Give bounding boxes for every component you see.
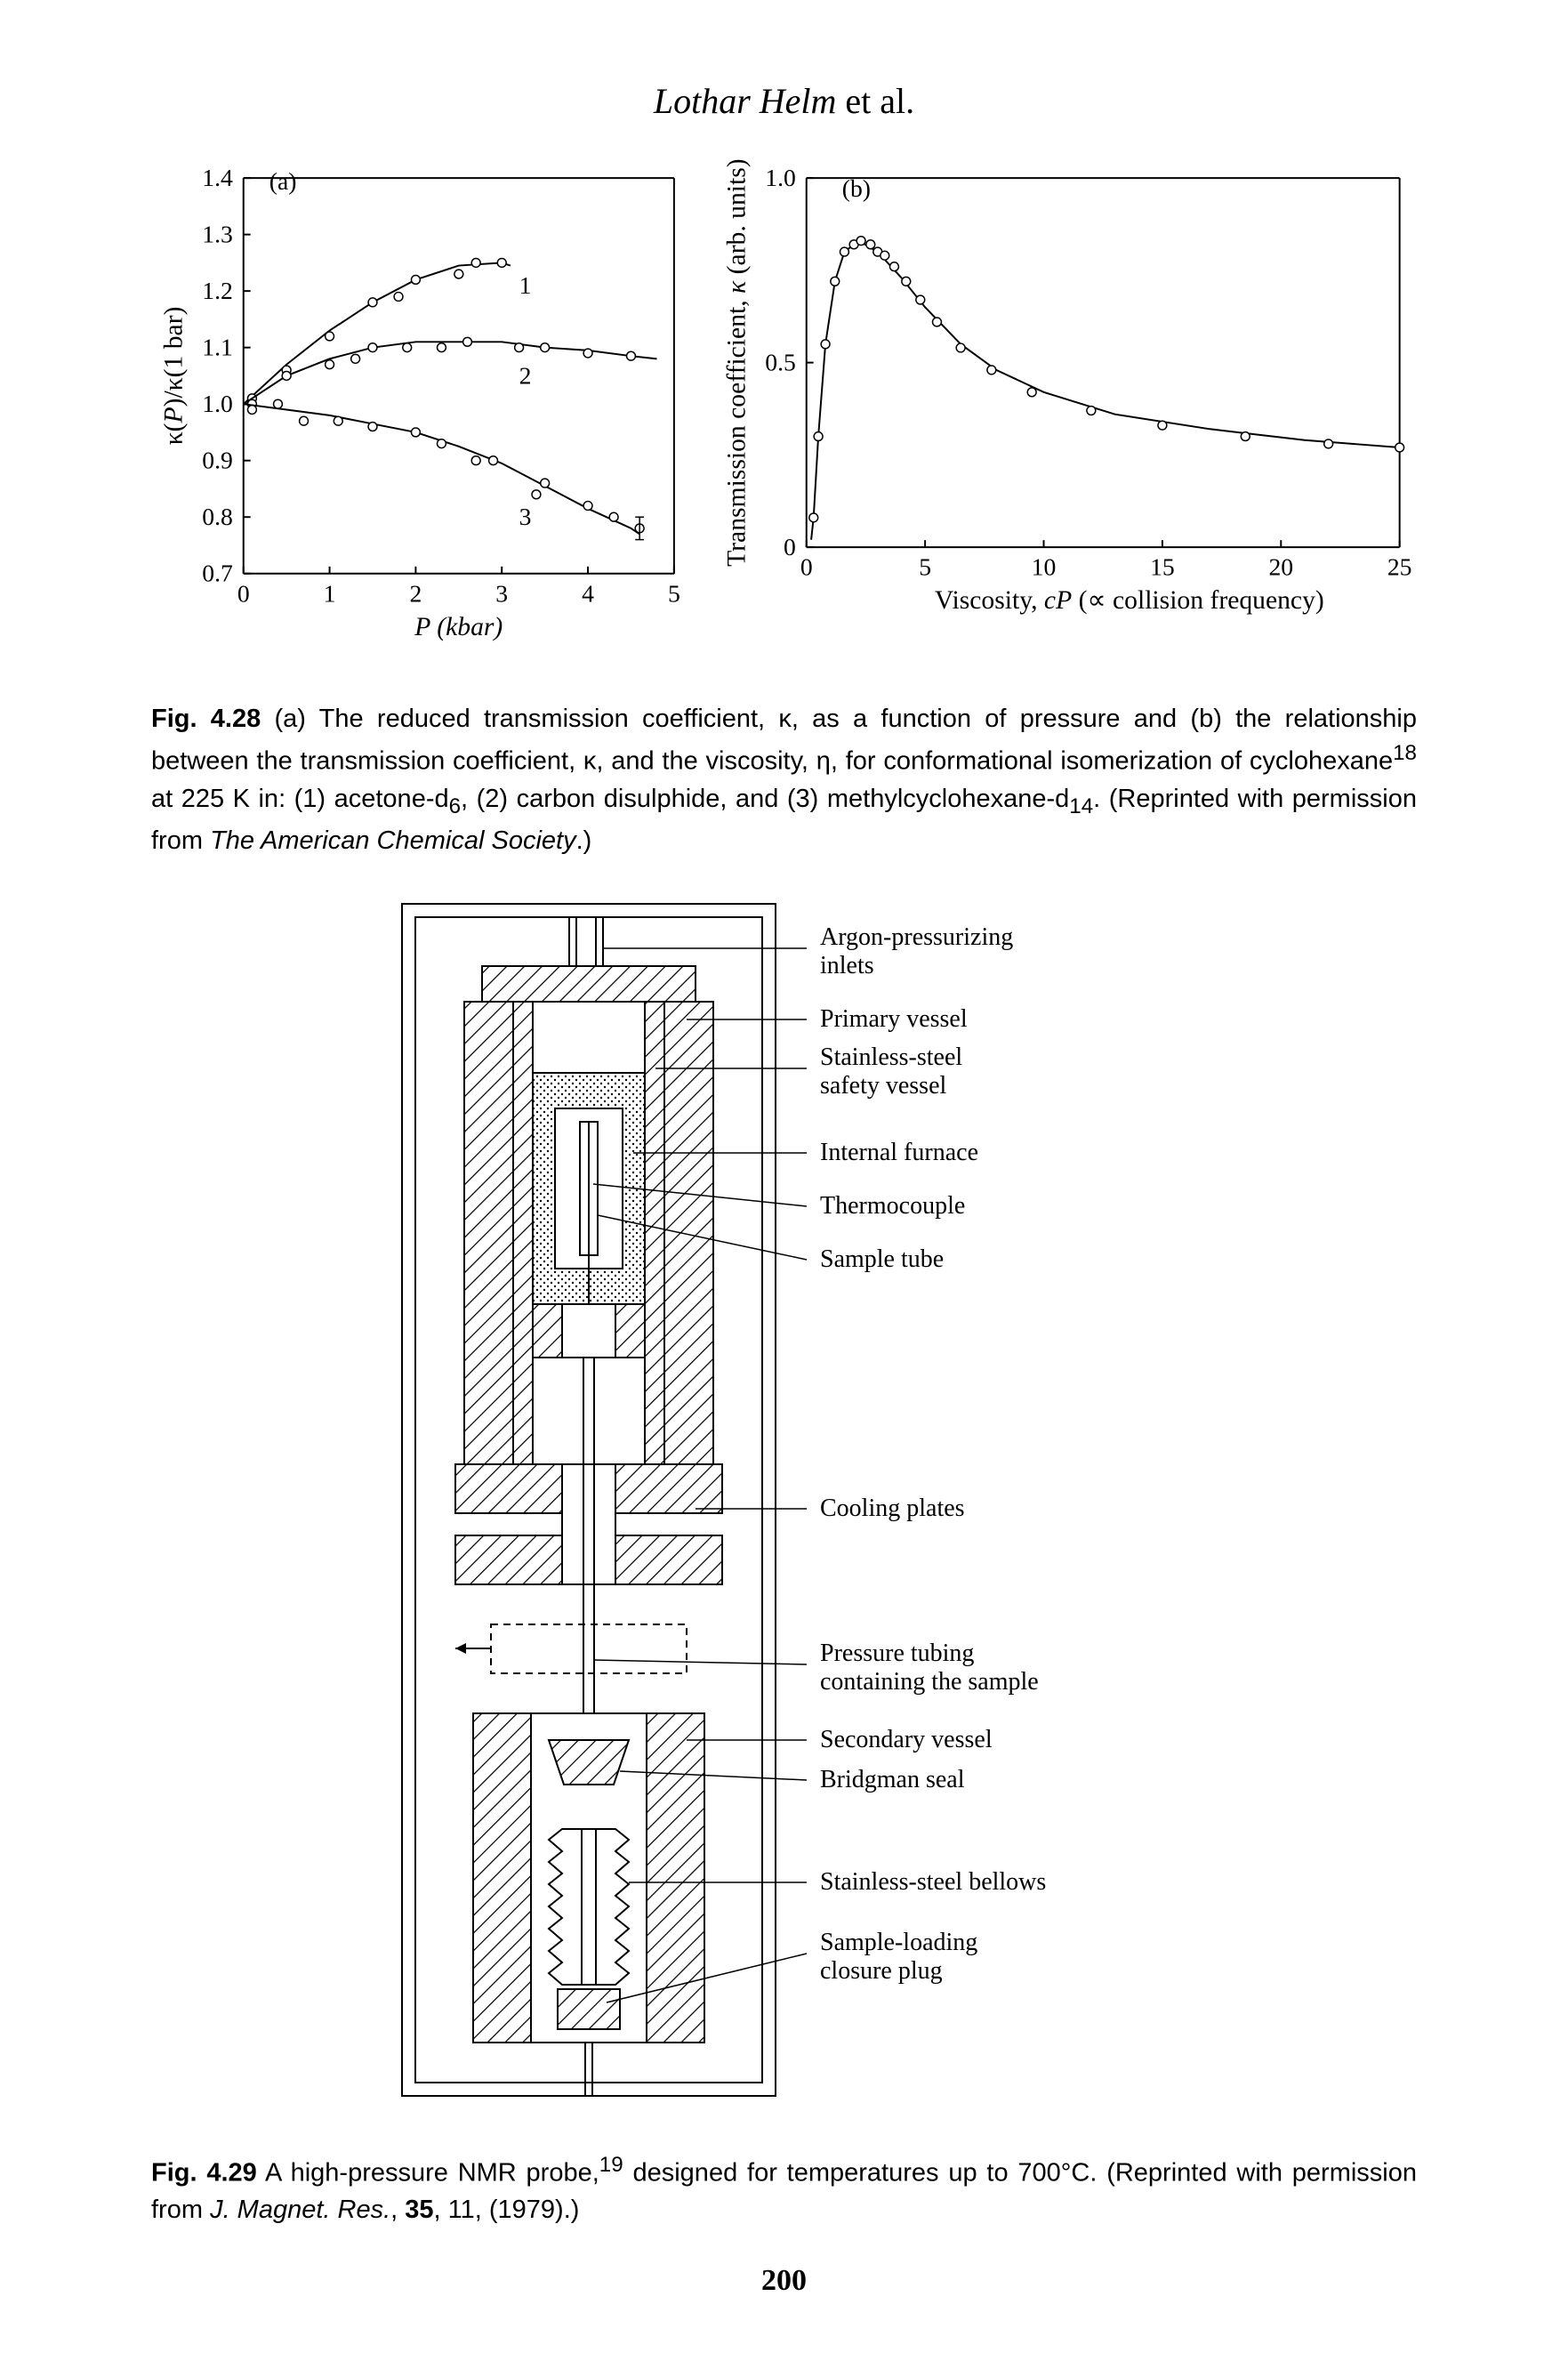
- page-header: Lothar Helm et al.: [151, 80, 1417, 122]
- svg-text:1.2: 1.2: [202, 277, 233, 304]
- caption-4-28-sub1: 6: [449, 794, 461, 818]
- svg-text:0.5: 0.5: [765, 348, 796, 375]
- caption-4-29-ital: J. Magnet. Res.: [210, 2196, 390, 2224]
- svg-text:1.3: 1.3: [202, 221, 233, 248]
- authors-main: Lothar Helm: [654, 81, 837, 121]
- svg-text:1.4: 1.4: [202, 164, 233, 191]
- svg-text:1.0: 1.0: [202, 390, 233, 417]
- svg-text:4: 4: [582, 579, 594, 607]
- svg-text:Bridgman seal: Bridgman seal: [820, 1766, 965, 1793]
- caption-4-28-t4: , (2) carbon disulphide, and (3) methylc…: [461, 785, 1069, 813]
- svg-text:5: 5: [668, 579, 680, 607]
- svg-text:2: 2: [409, 579, 422, 607]
- svg-text:0.9: 0.9: [202, 447, 233, 474]
- svg-text:Cooling plates: Cooling plates: [820, 1495, 965, 1522]
- svg-text:inlets: inlets: [820, 952, 874, 979]
- caption-4-28-sub2: 14: [1069, 794, 1093, 818]
- svg-text:15: 15: [1150, 553, 1175, 581]
- svg-text:3: 3: [519, 503, 532, 530]
- figure-4-29-wrap: Argon-pressurizinginlets Primary vessel St…: [151, 886, 1417, 2114]
- caption-4-28-ital: The American Chemical Society: [210, 826, 576, 855]
- caption-4-29-bold: 35: [405, 2196, 433, 2224]
- caption-4-28-label: Fig. 4.28: [151, 705, 261, 733]
- caption-4-28-t8: .): [576, 826, 592, 855]
- svg-text:3: 3: [495, 579, 508, 607]
- svg-text:Thermocouple: Thermocouple: [820, 1192, 965, 1220]
- svg-text:Sample-loading: Sample-loading: [820, 1929, 977, 1956]
- svg-text:Transmission coefficient, κ (a: Transmission coefficient, κ (arb. units): [722, 158, 751, 567]
- svg-text:0.7: 0.7: [202, 560, 233, 587]
- svg-text:5: 5: [919, 553, 931, 581]
- svg-text:safety vessel: safety vessel: [820, 1072, 947, 1100]
- svg-text:(a): (a): [269, 167, 297, 195]
- svg-text:Stainless-steel bellows: Stainless-steel bellows: [820, 1868, 1046, 1896]
- svg-text:P (kbar): P (kbar): [414, 613, 503, 641]
- svg-text:25: 25: [1387, 553, 1411, 581]
- authors-suffix: et al.: [836, 81, 914, 121]
- figure-4-28b: 0 0.5 1.0 0 5 10 15 20 25 Viscosity, cP (∝ collis…: [714, 157, 1417, 656]
- caption-4-29-t4: ,: [390, 2196, 405, 2224]
- caption-4-29-sup1: 19: [599, 2153, 623, 2177]
- svg-text:1: 1: [519, 271, 532, 299]
- svg-text:Viscosity, cP (∝ collision fre: Viscosity, cP (∝ collision frequency): [934, 586, 1323, 615]
- figure-4-28a: 0.7 0.8 0.9 1.0 1.1 1.2 1.3 1.4 0 1 2 3 4 5 P (kbar) κ(…: [151, 157, 696, 656]
- svg-text:20: 20: [1268, 553, 1293, 581]
- svg-text:Internal furnace: Internal furnace: [820, 1139, 978, 1166]
- svg-text:Sample tube: Sample tube: [820, 1245, 944, 1273]
- caption-4-29-t6: , 11, (1979).): [434, 2196, 580, 2224]
- svg-text:Pressure tubing: Pressure tubing: [820, 1640, 974, 1667]
- svg-text:closure plug: closure plug: [820, 1957, 943, 1985]
- caption-4-28-sup1: 18: [1393, 741, 1417, 765]
- figure-4-29: Argon-pressurizinginlets Primary vessel St…: [340, 886, 1229, 2114]
- caption-4-28-t2: at 225 K in: (1) acetone-d: [151, 785, 449, 813]
- svg-text:0: 0: [237, 579, 250, 607]
- svg-text:2: 2: [519, 361, 532, 389]
- svg-text:Secondary vessel: Secondary vessel: [820, 1726, 993, 1753]
- svg-text:Primary vessel: Primary vessel: [820, 1005, 968, 1033]
- caption-4-29: Fig. 4.29 A high-pressure NMR probe,19 d…: [151, 2149, 1417, 2229]
- svg-text:0.8: 0.8: [202, 503, 233, 530]
- svg-text:1.0: 1.0: [765, 164, 796, 191]
- svg-text:(b): (b): [841, 174, 870, 202]
- svg-text:1: 1: [324, 579, 336, 607]
- svg-text:10: 10: [1031, 553, 1056, 581]
- caption-4-28: Fig. 4.28 (a) The reduced transmission c…: [151, 700, 1417, 859]
- svg-text:containing the sample: containing the sample: [820, 1668, 1039, 1696]
- caption-4-29-label: Fig. 4.29: [151, 2158, 257, 2187]
- page-number: 200: [151, 2264, 1417, 2298]
- caption-4-29-t0: A high-pressure NMR probe,: [257, 2158, 599, 2187]
- svg-text:0: 0: [800, 553, 812, 581]
- svg-text:Argon-pressurizing: Argon-pressurizing: [820, 923, 1013, 951]
- caption-4-28-t0: (a) The reduced transmission coefficient…: [151, 705, 1417, 776]
- page: Lothar Helm et al. 0.7 0.8 0.9 1.0 1.1 1.2 1.3…: [0, 0, 1568, 2369]
- svg-text:κ(P)/κ(1 bar): κ(P)/κ(1 bar): [160, 307, 189, 446]
- svg-text:0: 0: [784, 533, 796, 560]
- svg-text:Stainless-steel: Stainless-steel: [820, 1043, 962, 1071]
- figure-4-28-row: 0.7 0.8 0.9 1.0 1.1 1.2 1.3 1.4 0 1 2 3 4 5 P (kbar) κ(…: [151, 157, 1417, 656]
- svg-text:1.1: 1.1: [202, 334, 233, 361]
